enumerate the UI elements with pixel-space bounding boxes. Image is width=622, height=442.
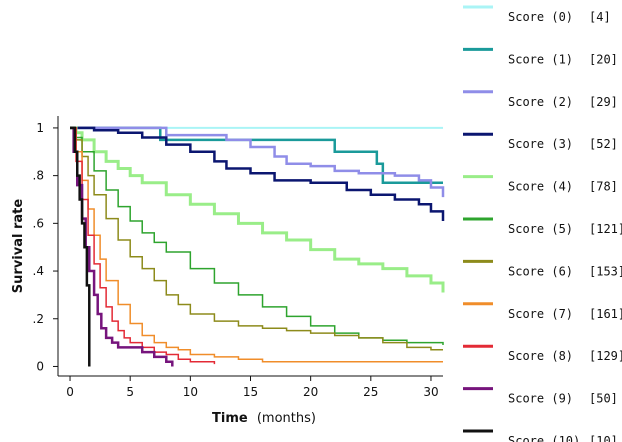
legend-label: Score (0) (508, 10, 573, 24)
legend-count: [10] (589, 434, 618, 442)
x-axis-unit: (months) (257, 411, 316, 426)
y-tick-label: 0 (36, 359, 44, 373)
x-tick-label: 5 (126, 385, 134, 399)
legend-count: [78] (589, 180, 618, 194)
x-tick-label: 30 (423, 385, 438, 399)
legend-count: [129] (589, 349, 622, 363)
series-line-score-5 (70, 127, 444, 345)
series-line-score-2 (70, 126, 445, 198)
legend-label: Score (7) (508, 307, 573, 321)
series-line-score-1 (70, 126, 443, 185)
legend-item: Score (9) [50] (463, 387, 618, 406)
x-tick-label: 0 (66, 385, 74, 399)
legend-item: Score (2) [29] (463, 90, 618, 109)
legend-label: Score (3) (508, 137, 573, 151)
x-tick-label: 20 (303, 385, 318, 399)
series-line-score-4 (70, 126, 445, 293)
y-tick-label: 1 (36, 121, 44, 135)
legend-label: Score (4) (508, 180, 573, 194)
legend-item: Score (0) [4] (463, 5, 611, 24)
legend-item: Score (1) [20] (463, 47, 618, 66)
y-axis-title: Survival rate (11, 199, 26, 294)
legend-count: [29] (589, 95, 618, 109)
y-axis: 0 .2 .4 .6 .8 1 (33, 116, 59, 376)
legend-item: Score (8) [129] (463, 344, 622, 363)
legend-count: [20] (589, 52, 618, 66)
legend-label: Score (8) (508, 349, 573, 363)
legend-item: Score (7) [161] (463, 302, 622, 321)
x-tick-label: 15 (243, 385, 258, 399)
legend-count: [121] (589, 222, 622, 236)
y-tick-label: .2 (33, 312, 44, 326)
y-tick-label: .4 (33, 264, 44, 278)
x-tick-label: 25 (363, 385, 378, 399)
legend-count: [50] (589, 392, 618, 406)
series-line-score-3 (70, 126, 445, 221)
legend-count: [52] (589, 137, 618, 151)
legend-label: Score (1) (508, 52, 573, 66)
legend-label: Score (6) (508, 264, 573, 278)
plot-area (70, 126, 445, 367)
x-axis-title: Time (months) (212, 411, 316, 426)
x-axis: 0 5 10 15 20 25 30 (58, 375, 443, 399)
series-line-score-10 (70, 126, 91, 367)
legend-count: [161] (589, 307, 622, 321)
legend-item: Score (10) [10] (463, 429, 618, 442)
legend-count: [4] (589, 10, 611, 24)
series-line-score-9 (70, 126, 174, 367)
series-line-score-6 (70, 127, 443, 351)
legend-label: Score (9) (508, 392, 573, 406)
legend-item: Score (3) [52] (463, 132, 618, 151)
x-tick-label: 10 (183, 385, 198, 399)
legend-item: Score (6) [153] (463, 259, 622, 278)
legend-count: [153] (589, 264, 622, 278)
series-line-score-8 (70, 127, 216, 365)
legend-item: Score (4) [78] (463, 175, 618, 194)
legend-label: Score (5) (508, 222, 573, 236)
y-tick-label: .6 (33, 216, 44, 230)
legend: Score (0) [4]Score (1) [20]Score (2) [29]Sc… (463, 5, 622, 442)
legend-item: Score (5) [121] (463, 217, 622, 236)
y-tick-label: .8 (33, 169, 44, 183)
legend-label: Score (10) (508, 434, 580, 442)
x-axis-label: Time (212, 411, 248, 426)
legend-label: Score (2) (508, 95, 573, 109)
